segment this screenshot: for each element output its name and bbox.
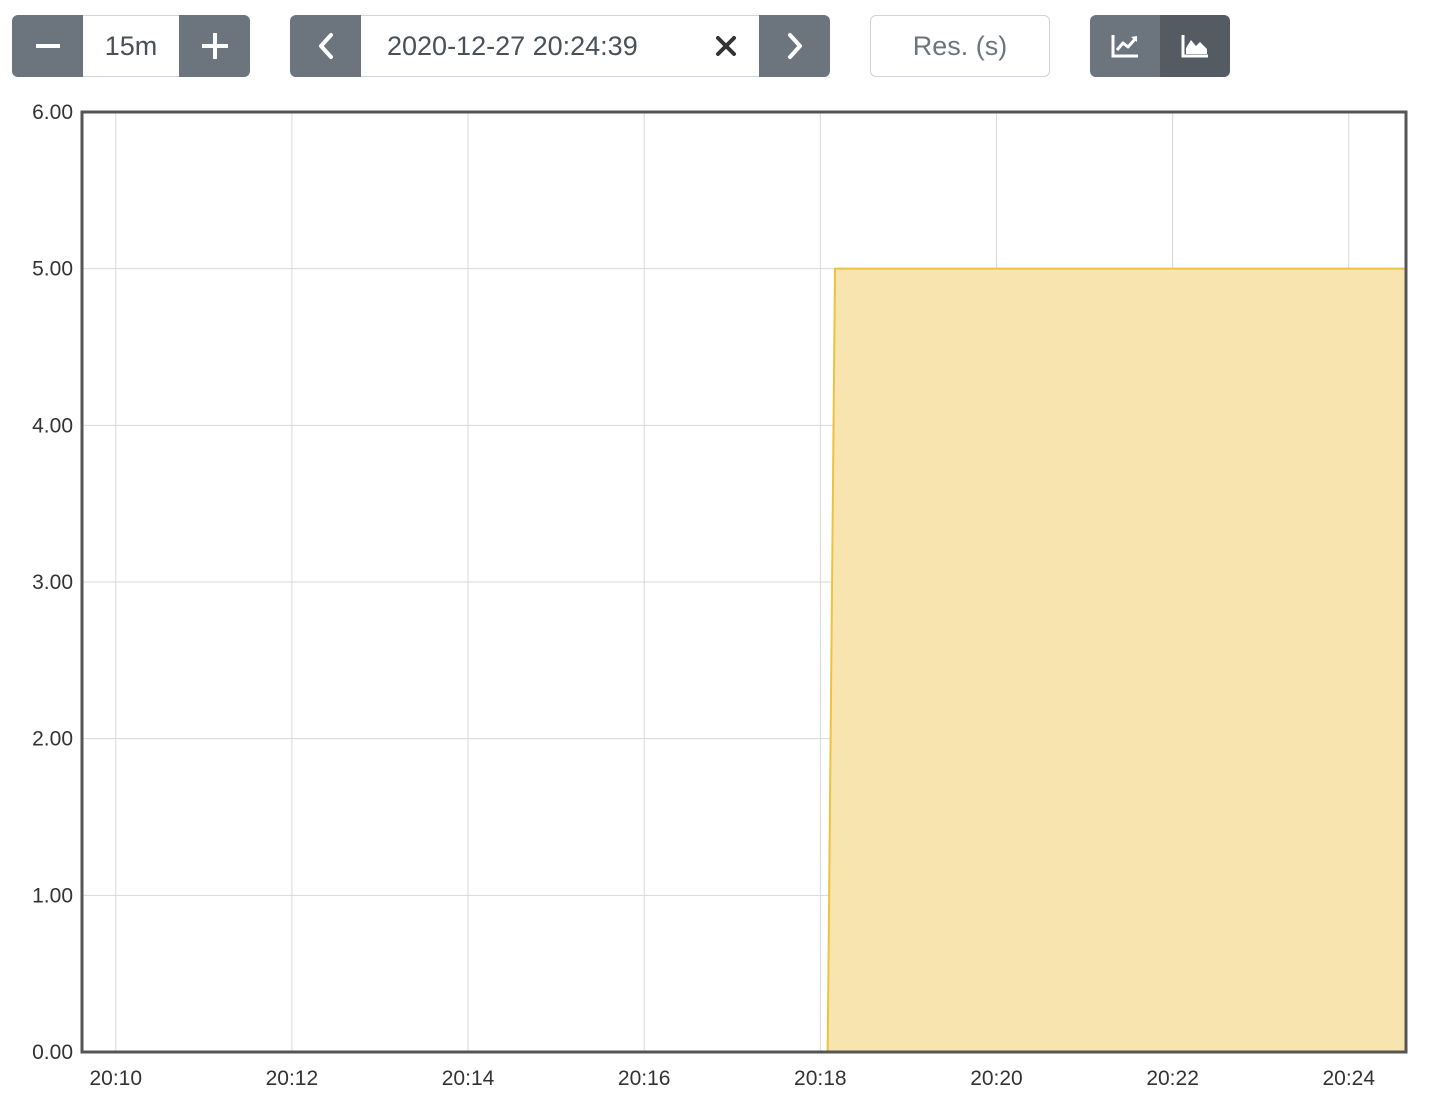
range-control: 15m (12, 15, 250, 77)
x-tick-label: 20:14 (442, 1067, 495, 1090)
stacked-mode-button[interactable] (1160, 15, 1230, 77)
x-tick-label: 20:10 (89, 1067, 142, 1090)
y-tick-label: 1.00 (32, 884, 73, 907)
chevron-right-icon (787, 33, 802, 59)
line-chart-icon (1111, 35, 1138, 58)
minus-icon (35, 44, 60, 48)
next-time-button[interactable] (759, 15, 830, 77)
graph-controls: 15m 2020-12-27 20:24:39 (0, 0, 1432, 90)
time-series-chart[interactable]: 0.001.002.003.004.005.006.00 20:10 20:12 2… (0, 90, 1432, 1104)
x-axis-labels: 20:10 20:12 20:14 20:16 20:18 20:20 20:22 20:24 (89, 1067, 1375, 1090)
y-tick-label: 6.00 (32, 101, 73, 124)
decrease-range-button[interactable] (12, 15, 83, 77)
x-tick-label: 20:24 (1322, 1067, 1375, 1090)
end-time-input[interactable]: 2020-12-27 20:24:39 (361, 15, 759, 77)
resolution-input[interactable] (870, 15, 1050, 77)
clear-time-button[interactable] (710, 30, 742, 62)
x-tick-label: 20:22 (1146, 1067, 1199, 1090)
chevron-left-icon (318, 33, 333, 59)
y-axis-labels: 0.00 1.00 2.00 3.00 4.00 5.00 6.00 (32, 101, 73, 1064)
plot-frame (80, 110, 1408, 1054)
increase-range-button[interactable] (179, 15, 250, 77)
y-tick-label: 5.00 (32, 258, 73, 281)
plus-icon (201, 33, 228, 59)
x-tick-label: 20:16 (618, 1067, 671, 1090)
end-time-control: 2020-12-27 20:24:39 (290, 15, 830, 77)
close-icon (716, 36, 736, 56)
y-tick-label: 3.00 (32, 571, 73, 594)
x-tick-label: 20:18 (794, 1067, 847, 1090)
y-tick-label: 4.00 (32, 414, 73, 437)
x-tick-label: 20:20 (970, 1067, 1023, 1090)
unstacked-mode-button[interactable] (1090, 15, 1160, 77)
y-tick-label: 0.00 (32, 1041, 73, 1064)
previous-time-button[interactable] (290, 15, 361, 77)
x-tick-label: 20:12 (266, 1067, 319, 1090)
series-area-fill (820, 268, 1406, 1052)
series-area (820, 267, 1406, 1053)
area-chart-icon (1181, 35, 1208, 58)
end-time-value: 2020-12-27 20:24:39 (387, 30, 638, 61)
y-tick-label: 2.00 (32, 728, 73, 751)
range-input[interactable]: 15m (83, 15, 179, 77)
chart-mode-toggle (1090, 15, 1230, 77)
